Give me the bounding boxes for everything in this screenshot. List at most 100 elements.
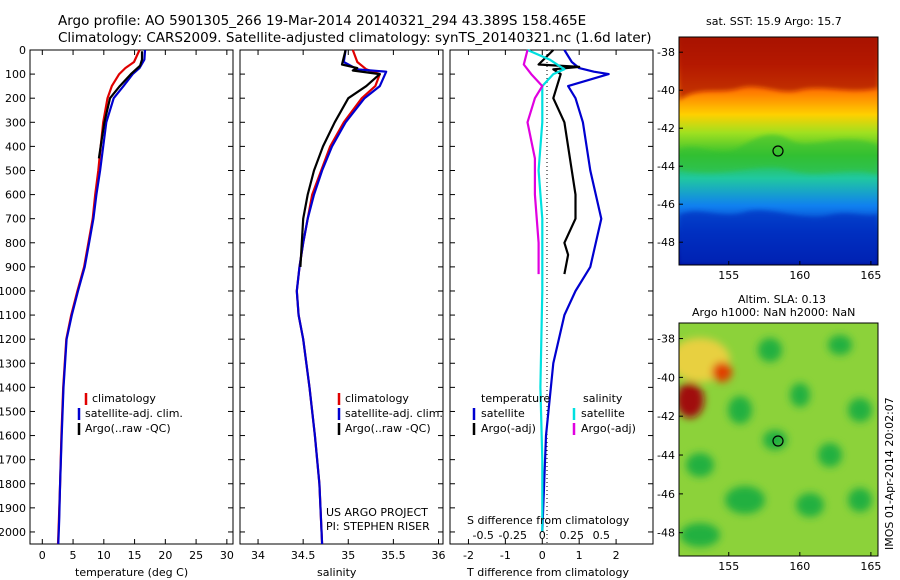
s-difference-ticks: -0.5 -0.25 0 0.25 0.5: [472, 529, 610, 542]
depth-tick-label: 0: [19, 44, 26, 57]
map-lat-label: -48: [657, 236, 675, 249]
depth-tick-label: 100: [5, 68, 26, 81]
map-lat-label: -38: [657, 333, 675, 346]
legend-label-s-argo: Argo(-adj): [581, 422, 636, 435]
sla-eddy: [679, 382, 704, 418]
depth-tick-label: 1200: [0, 333, 26, 346]
sst-map-ticks: -38 -40 -42 -44 -46 -48 155 160 165: [657, 46, 881, 282]
sst-front-meander: [679, 134, 878, 175]
sla-map-frame: [678, 322, 879, 557]
depth-tick-label: 1000: [0, 285, 26, 298]
legend-label-climatology: climatology: [92, 392, 156, 405]
sla-eddy: [828, 335, 852, 355]
depth-tick-label: 800: [5, 237, 26, 250]
map-lon-label: 155: [718, 269, 739, 282]
depth-axis: 0 100 200 300 400 500 600 700 800 900 1000 1100 1200…: [0, 44, 653, 539]
series-line-satellite: [527, 48, 566, 532]
legend-label-t-satellite: satellite: [481, 407, 525, 420]
map-lat-label: -46: [657, 488, 675, 501]
depth-tick-label: 1700: [0, 454, 26, 467]
depth-tick-label: 1300: [0, 357, 26, 370]
x-tick-label: 35.5: [381, 549, 406, 562]
sla-eddy: [796, 493, 824, 517]
map-lon-label: 165: [860, 560, 881, 573]
x-tick-label: 0: [539, 549, 546, 562]
legend-label-s-satellite: satellite: [581, 407, 625, 420]
argo-location-marker: [772, 435, 784, 447]
map-lat-label: -40: [657, 371, 675, 384]
map-lon-label: 160: [789, 269, 810, 282]
temperature-legend: climatology satellite-adj. clim. Argo(..…: [77, 392, 183, 435]
x-tick-label: 15: [128, 549, 142, 562]
map-lat-label: -42: [657, 122, 675, 135]
map-lat-label: -48: [657, 527, 675, 540]
sst-warm-front: [679, 37, 878, 100]
sst-map: sat. SST: 15.9 Argo: 15.7 -38 -40 -42 -44 -4…: [657, 15, 881, 282]
x-axes: 0 5 10 15 20 25 30 34 34.5 35 35.5 36 -2 -1 0 1 2: [39, 50, 620, 562]
map-lon-label: 160: [789, 560, 810, 573]
sla-eddy: [848, 488, 872, 512]
legend-title-salinity: salinity: [583, 392, 623, 405]
sst-map-frame: [678, 36, 879, 266]
series-line-satellite-adj-clim-: [295, 49, 388, 545]
project-annotation: US ARGO PROJECT: [326, 506, 428, 519]
legend-label-argo: Argo(..raw -QC): [85, 422, 171, 435]
s-difference-tick-label: 0: [539, 529, 546, 542]
sla-eddy: [686, 453, 714, 477]
depth-tick-label: 1100: [0, 309, 26, 322]
imos-timestamp-label: IMOS 01-Apr-2014 20:02:07: [883, 397, 896, 550]
x-tick-label: 34: [251, 549, 265, 562]
map-lat-label: -38: [657, 46, 675, 59]
sla-map-title: Altim. SLA: 0.13: [738, 293, 826, 306]
x-tick-label: 10: [97, 549, 111, 562]
temperature-axis-label: temperature (deg C): [75, 566, 188, 579]
t-difference-axis-label: T difference from climatology: [466, 566, 629, 579]
sla-map-subtitle: Argo h1000: NaN h2000: NaN: [692, 306, 855, 319]
depth-tick-label: 1900: [0, 502, 26, 515]
sla-eddy: [758, 338, 782, 362]
difference-legend: temperature salinity satellite Argo(-adj…: [472, 392, 636, 435]
pi-annotation: PI: STEPHEN RISER: [326, 520, 430, 533]
sla-eddy: [680, 523, 720, 547]
salinity-axis-label: salinity: [317, 566, 357, 579]
sla-eddy: [725, 486, 765, 514]
series-line-argo-adj-: [522, 49, 544, 275]
map-lat-label: -40: [657, 84, 675, 97]
series-line-satellite: [541, 49, 610, 533]
depth-tick-label: 2000: [0, 526, 26, 539]
map-lon-label: 165: [860, 269, 881, 282]
depth-tick-label: 1800: [0, 478, 26, 491]
depth-tick-label: 600: [5, 189, 26, 202]
depth-tick-label: 400: [5, 140, 26, 153]
salinity-legend: climatology satellite-adj. clim. Argo(..…: [337, 392, 443, 435]
depth-tick-label: 300: [5, 116, 26, 129]
x-tick-label: 5: [70, 549, 77, 562]
map-lat-label: -44: [657, 449, 675, 462]
x-tick-label: 25: [189, 549, 203, 562]
map-lat-label: -42: [657, 410, 675, 423]
profile-series: [56, 48, 610, 545]
legend-label-climatology: climatology: [345, 392, 409, 405]
figure-subtitle: Climatology: CARS2009. Satellite-adjuste…: [58, 30, 651, 46]
series-line-argo-raw-qc-: [97, 51, 144, 159]
sst-map-title: sat. SST: 15.9 Argo: 15.7: [706, 15, 842, 28]
legend-label-argo: Argo(..raw -QC): [345, 422, 431, 435]
temperature-panel: [29, 49, 234, 545]
s-difference-tick-label: -0.5: [472, 529, 493, 542]
depth-tick-label: 1600: [0, 430, 26, 443]
s-difference-tick-label: 0.5: [593, 529, 611, 542]
depth-tick-label: 200: [5, 92, 26, 105]
x-tick-label: 2: [613, 549, 620, 562]
x-tick-label: 36: [431, 549, 445, 562]
sla-eddy: [712, 362, 732, 382]
series-line-argo-raw-qc-: [299, 49, 381, 267]
x-tick-label: -2: [463, 549, 474, 562]
s-difference-tick-label: 0.25: [560, 529, 585, 542]
s-difference-tick-label: -0.25: [499, 529, 527, 542]
salinity-panel: [239, 49, 444, 545]
map-lon-label: 155: [718, 560, 739, 573]
x-tick-label: 20: [158, 549, 172, 562]
difference-panel: [449, 49, 654, 545]
s-difference-axis-label: S difference from climatology: [467, 514, 630, 527]
